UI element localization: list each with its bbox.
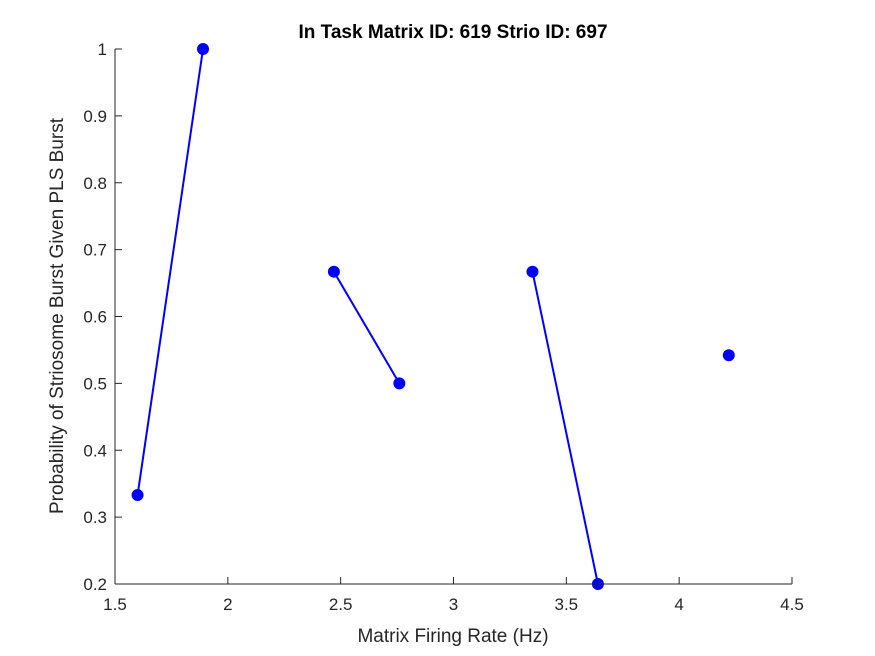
- data-point: [197, 43, 210, 55]
- x-tick-label: 3.5: [555, 595, 579, 614]
- y-tick-label: 0.9: [83, 107, 107, 126]
- chart-title: In Task Matrix ID: 619 Strio ID: 697: [298, 22, 607, 43]
- x-tick-label: 4: [674, 595, 683, 614]
- x-tick-label: 2.5: [329, 595, 353, 614]
- y-tick-label: 0.6: [83, 308, 107, 327]
- x-tick-label: 3: [449, 595, 458, 614]
- x-axis-title: Matrix Firing Rate (Hz): [357, 626, 548, 647]
- y-tick-label: 0.7: [83, 241, 107, 260]
- data-point: [393, 377, 406, 390]
- y-tick-label: 0.4: [83, 441, 107, 460]
- y-tick-label: 0.2: [83, 575, 107, 594]
- x-tick-label: 4.5: [780, 595, 804, 614]
- y-axis-title: Probability of Striosome Burst Given PLS…: [47, 117, 68, 514]
- data-point: [526, 265, 539, 278]
- y-tick-label: 0.5: [83, 374, 107, 393]
- x-tick-label: 1.5: [103, 595, 127, 614]
- plot-layer: [131, 43, 735, 590]
- x-tick-label: 2: [223, 595, 232, 614]
- series-line-2: [333, 271, 401, 384]
- data-point: [327, 265, 340, 278]
- series-line-3: [531, 271, 599, 585]
- y-tick-label: 0.8: [83, 174, 107, 193]
- data-point: [722, 349, 735, 362]
- series-line-1: [136, 48, 204, 496]
- y-tick-label: 0.3: [83, 508, 107, 527]
- axes-layer: 1.5 2 2.5 3 3.5 4 4.5 0.2 0.3 0.4 0.5 0.6 0.7 0.8 0.9 1: [83, 40, 803, 614]
- data-point: [131, 489, 144, 502]
- y-tick-label: 1: [98, 40, 107, 59]
